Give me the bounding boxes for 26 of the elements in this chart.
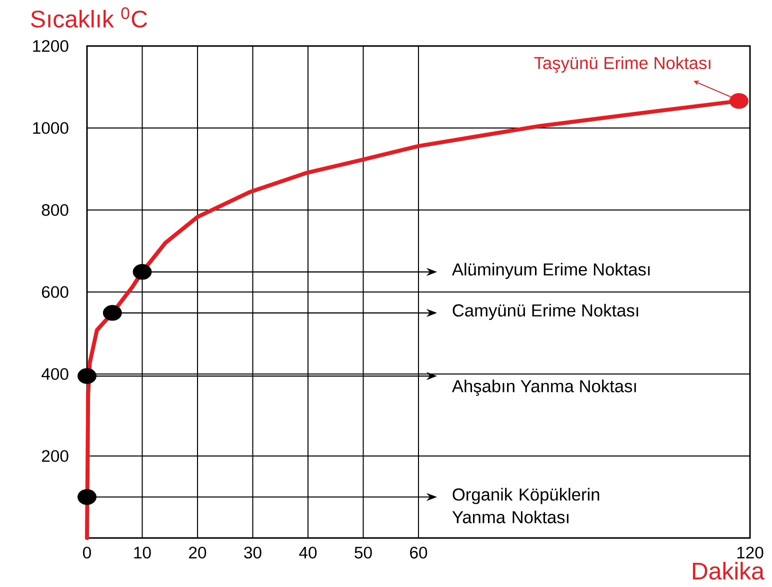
point [102, 305, 122, 321]
y-tick-label: 1200 [33, 40, 68, 52]
x-tick-label: 60 [410, 546, 428, 559]
x-tick-label: 0 [83, 546, 91, 559]
annotation: Alüminyum Erime Noktası [452, 262, 650, 279]
point [78, 489, 96, 505]
y-axis-title: Sıcaklık $^{0}$C [31, 7, 148, 28]
x-tick-label: 30 [244, 546, 262, 559]
x-tick-label: 10 [134, 546, 151, 559]
y-tick-label: 400 [42, 368, 68, 380]
x-tick-label: 20 [189, 546, 206, 559]
annotation: Ahşabın Yanma Noktası [452, 380, 636, 396]
point [78, 368, 96, 384]
annotation: Camyünü Erime Noktası [452, 304, 638, 320]
x-axis-title: Dakika [693, 562, 764, 580]
y-tick-label: 1000 [33, 122, 68, 134]
annotation: Taşyünü Erime Noktası [534, 56, 710, 73]
y-tick-label: 600 [42, 286, 68, 298]
annotation: Organik Köpüklerin Yanma Noktası [452, 488, 600, 524]
point [132, 264, 152, 280]
x-tick-label: 40 [299, 546, 317, 559]
x-tick-label: 50 [354, 546, 372, 559]
x-tick-label: 120 [737, 546, 764, 559]
y-tick-label: 200 [42, 450, 68, 462]
y-tick-label: 800 [42, 204, 68, 216]
point [729, 93, 748, 109]
